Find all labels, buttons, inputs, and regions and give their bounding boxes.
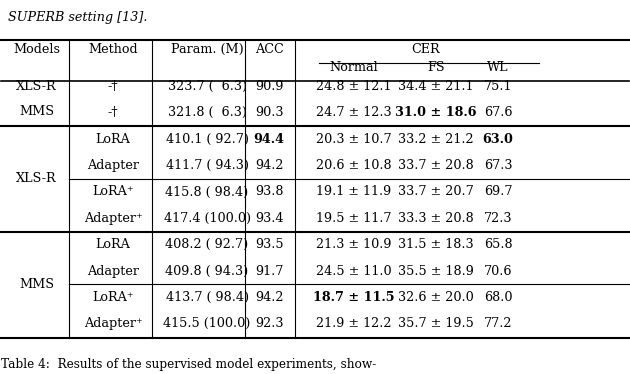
Text: SUPERB setting [13].: SUPERB setting [13]. bbox=[8, 11, 147, 24]
Text: LoRA: LoRA bbox=[96, 238, 130, 251]
Text: 69.7: 69.7 bbox=[484, 186, 512, 199]
Text: 409.8 ( 94.3): 409.8 ( 94.3) bbox=[166, 264, 249, 278]
Text: 93.8: 93.8 bbox=[255, 186, 284, 199]
Text: 417.4 (100.0): 417.4 (100.0) bbox=[164, 212, 251, 225]
Text: 34.4 ± 21.1: 34.4 ± 21.1 bbox=[398, 80, 474, 93]
Text: Table 4:  Results of the supervised model experiments, show-: Table 4: Results of the supervised model… bbox=[1, 358, 377, 371]
Text: MMS: MMS bbox=[19, 278, 54, 291]
Text: 33.7 ± 20.8: 33.7 ± 20.8 bbox=[398, 159, 474, 172]
Text: 21.3 ± 10.9: 21.3 ± 10.9 bbox=[316, 238, 392, 251]
Text: 90.9: 90.9 bbox=[255, 80, 284, 93]
Text: 33.3 ± 20.8: 33.3 ± 20.8 bbox=[398, 212, 474, 225]
Text: 94.2: 94.2 bbox=[255, 159, 284, 172]
Text: Models: Models bbox=[13, 43, 60, 56]
Text: 18.7 ± 11.5: 18.7 ± 11.5 bbox=[313, 291, 394, 304]
Text: 411.7 ( 94.3): 411.7 ( 94.3) bbox=[166, 159, 249, 172]
Text: 68.0: 68.0 bbox=[484, 291, 512, 304]
Text: Method: Method bbox=[88, 43, 138, 56]
Text: 19.5 ± 11.7: 19.5 ± 11.7 bbox=[316, 212, 392, 225]
Text: -†: -† bbox=[108, 107, 118, 119]
Text: 35.5 ± 18.9: 35.5 ± 18.9 bbox=[398, 264, 474, 278]
Text: 20.6 ± 10.8: 20.6 ± 10.8 bbox=[316, 159, 392, 172]
Text: 32.6 ± 20.0: 32.6 ± 20.0 bbox=[398, 291, 474, 304]
Text: 90.3: 90.3 bbox=[255, 107, 284, 119]
Text: MMS: MMS bbox=[19, 105, 54, 118]
Text: CER: CER bbox=[412, 43, 440, 56]
Text: 33.2 ± 21.2: 33.2 ± 21.2 bbox=[398, 133, 474, 146]
Text: Param. (M): Param. (M) bbox=[171, 43, 243, 56]
Text: -†: -† bbox=[108, 80, 118, 93]
Text: 94.4: 94.4 bbox=[254, 133, 285, 146]
Text: 72.3: 72.3 bbox=[484, 212, 512, 225]
Text: 31.0 ± 18.6: 31.0 ± 18.6 bbox=[395, 107, 477, 119]
Text: 415.8 ( 98.4): 415.8 ( 98.4) bbox=[166, 186, 249, 199]
Text: 63.0: 63.0 bbox=[483, 133, 513, 146]
Text: Normal: Normal bbox=[329, 61, 378, 74]
Text: 19.1 ± 11.9: 19.1 ± 11.9 bbox=[316, 186, 391, 199]
Text: 75.1: 75.1 bbox=[484, 80, 512, 93]
Text: 77.2: 77.2 bbox=[484, 317, 512, 330]
Text: XLS-R: XLS-R bbox=[16, 172, 57, 185]
Text: 408.2 ( 92.7): 408.2 ( 92.7) bbox=[166, 238, 249, 251]
Text: 415.5 (100.0): 415.5 (100.0) bbox=[163, 317, 251, 330]
Text: XLS-R: XLS-R bbox=[16, 80, 57, 93]
Text: 93.4: 93.4 bbox=[255, 212, 284, 225]
Text: 94.2: 94.2 bbox=[255, 291, 284, 304]
Text: 24.7 ± 12.3: 24.7 ± 12.3 bbox=[316, 107, 392, 119]
Text: LoRA⁺: LoRA⁺ bbox=[92, 186, 134, 199]
Text: 413.7 ( 98.4): 413.7 ( 98.4) bbox=[166, 291, 249, 304]
Text: LoRA⁺: LoRA⁺ bbox=[92, 291, 134, 304]
Text: WL: WL bbox=[488, 61, 509, 74]
Text: 24.8 ± 12.1: 24.8 ± 12.1 bbox=[316, 80, 392, 93]
Text: 65.8: 65.8 bbox=[484, 238, 512, 251]
Text: FS: FS bbox=[427, 61, 445, 74]
Text: Adapter⁺: Adapter⁺ bbox=[84, 317, 142, 330]
Text: 410.1 ( 92.7): 410.1 ( 92.7) bbox=[166, 133, 249, 146]
Text: 93.5: 93.5 bbox=[255, 238, 284, 251]
Text: Adapter: Adapter bbox=[87, 159, 139, 172]
Text: 24.5 ± 11.0: 24.5 ± 11.0 bbox=[316, 264, 392, 278]
Text: 35.7 ± 19.5: 35.7 ± 19.5 bbox=[398, 317, 474, 330]
Text: ACC: ACC bbox=[255, 43, 284, 56]
Text: 92.3: 92.3 bbox=[255, 317, 284, 330]
Text: 91.7: 91.7 bbox=[255, 264, 284, 278]
Text: 321.8 (  6.3): 321.8 ( 6.3) bbox=[168, 107, 246, 119]
Text: Adapter⁺: Adapter⁺ bbox=[84, 212, 142, 225]
Text: 20.3 ± 10.7: 20.3 ± 10.7 bbox=[316, 133, 392, 146]
Text: 67.6: 67.6 bbox=[484, 107, 512, 119]
Text: 323.7 (  6.3): 323.7 ( 6.3) bbox=[168, 80, 247, 93]
Text: Adapter: Adapter bbox=[87, 264, 139, 278]
Text: 33.7 ± 20.7: 33.7 ± 20.7 bbox=[398, 186, 474, 199]
Text: LoRA: LoRA bbox=[96, 133, 130, 146]
Text: 70.6: 70.6 bbox=[484, 264, 512, 278]
Text: 67.3: 67.3 bbox=[484, 159, 512, 172]
Text: 31.5 ± 18.3: 31.5 ± 18.3 bbox=[398, 238, 474, 251]
Text: 21.9 ± 12.2: 21.9 ± 12.2 bbox=[316, 317, 392, 330]
